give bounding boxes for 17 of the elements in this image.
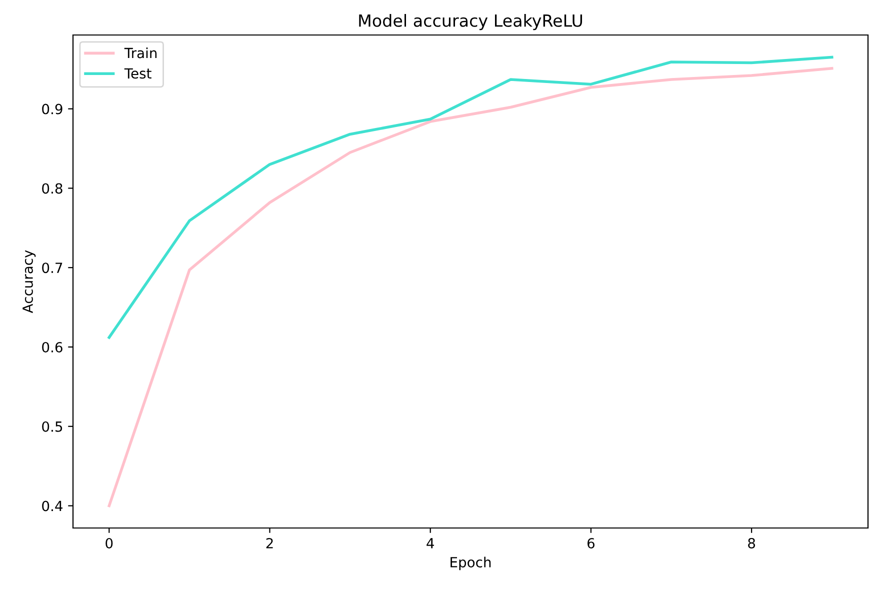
y-tick-label: 0.7 bbox=[42, 262, 62, 274]
y-tick-label: 0.6 bbox=[42, 342, 62, 352]
x-tick-label: 4 bbox=[426, 538, 434, 548]
line-series bbox=[108, 66, 834, 508]
x-axis-title: Epoch bbox=[450, 556, 491, 570]
legend-label: Test bbox=[124, 68, 152, 79]
x-tick-label: 0 bbox=[106, 538, 113, 548]
y-tick-label: 0.5 bbox=[42, 421, 62, 432]
chart-title: Model accuracy LeakyReLU bbox=[359, 14, 582, 30]
x-tick-label: 6 bbox=[588, 538, 594, 548]
y-tick-label: 0.9 bbox=[42, 104, 62, 114]
x-tick-label: 8 bbox=[748, 538, 756, 548]
legend-label: Train bbox=[124, 48, 157, 58]
y-tick-label: 0.8 bbox=[42, 183, 62, 194]
x-tick-label: 2 bbox=[266, 538, 273, 548]
y-axis-title: Accuracy bbox=[22, 250, 36, 314]
y-tick-label: 0.4 bbox=[42, 500, 62, 512]
